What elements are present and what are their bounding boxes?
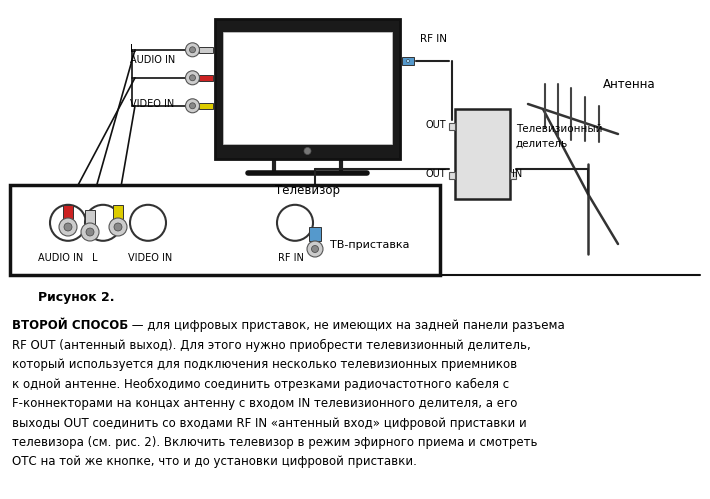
- Circle shape: [190, 103, 195, 109]
- Circle shape: [277, 205, 313, 241]
- Bar: [449, 172, 455, 179]
- Bar: [0, 0, 710, 275]
- Text: — для цифровых приставок, не имеющих на задней панели разъема: — для цифровых приставок, не имеющих на …: [129, 319, 565, 332]
- Circle shape: [114, 223, 122, 231]
- Text: F-коннекторами на концах антенну с входом IN телевизионного делителя, а его: F-коннекторами на концах антенну с входо…: [12, 397, 518, 410]
- Circle shape: [190, 47, 195, 53]
- Circle shape: [81, 223, 99, 241]
- Text: VIDEO IN: VIDEO IN: [128, 253, 173, 263]
- Bar: [402, 57, 414, 65]
- Bar: [63, 205, 73, 219]
- Bar: [309, 227, 321, 241]
- Text: OUT: OUT: [425, 120, 446, 130]
- Text: RF IN: RF IN: [278, 253, 304, 263]
- Text: L: L: [92, 253, 98, 263]
- Text: RF IN: RF IN: [420, 34, 447, 44]
- Circle shape: [190, 75, 195, 81]
- Text: Телевизор: Телевизор: [275, 184, 340, 197]
- Bar: [223, 32, 392, 144]
- Text: телевизора (см. рис. 2). Включить телевизор в режим эфирного приема и смотреть: телевизора (см. рис. 2). Включить телеви…: [12, 436, 537, 449]
- Text: Антенна: Антенна: [603, 77, 655, 90]
- Text: VIDEO IN: VIDEO IN: [130, 99, 174, 109]
- Text: RF OUT (антенный выход). Для этого нужно приобрести телевизионный делитель,: RF OUT (антенный выход). Для этого нужно…: [12, 338, 531, 352]
- Bar: [85, 210, 95, 224]
- Circle shape: [130, 205, 166, 241]
- Bar: [215, 19, 400, 159]
- Bar: [199, 75, 213, 81]
- Bar: [10, 185, 440, 275]
- Circle shape: [64, 223, 72, 231]
- Circle shape: [86, 228, 94, 236]
- Circle shape: [85, 205, 121, 241]
- Circle shape: [185, 99, 200, 113]
- Circle shape: [312, 246, 319, 252]
- Circle shape: [50, 205, 86, 241]
- Text: AUDIO IN: AUDIO IN: [130, 55, 175, 65]
- Bar: [199, 103, 213, 109]
- Text: к одной антенне. Необходимо соединить отрезками радиочастотного кабеля с: к одной антенне. Необходимо соединить от…: [12, 378, 509, 391]
- Text: выходы OUT соединить со входами RF IN «антенный вход» цифровой приставки и: выходы OUT соединить со входами RF IN «а…: [12, 417, 527, 430]
- Text: AUDIO IN: AUDIO IN: [38, 253, 83, 263]
- Text: который используется для подключения несколько телевизионных приемников: который используется для подключения нес…: [12, 358, 517, 371]
- Text: ВТОРОЙ СПОСОБ: ВТОРОЙ СПОСОБ: [12, 319, 129, 332]
- Circle shape: [109, 218, 127, 236]
- Circle shape: [304, 148, 311, 155]
- Text: ТВ-приставка: ТВ-приставка: [330, 240, 410, 250]
- Circle shape: [185, 71, 200, 85]
- Bar: [449, 123, 455, 130]
- Circle shape: [185, 43, 200, 57]
- Text: L: L: [130, 44, 136, 54]
- Text: ОТС на той же кнопке, что и до установки цифровой приставки.: ОТС на той же кнопке, что и до установки…: [12, 456, 417, 469]
- Text: Телевизионный: Телевизионный: [516, 124, 603, 134]
- Bar: [510, 172, 516, 179]
- Text: IN: IN: [512, 169, 523, 179]
- Circle shape: [59, 218, 77, 236]
- Bar: [199, 47, 213, 53]
- Circle shape: [407, 59, 410, 62]
- Circle shape: [307, 241, 323, 257]
- Text: Рисунок 2.: Рисунок 2.: [38, 291, 114, 304]
- Bar: [113, 205, 123, 219]
- Text: делитель: делитель: [516, 138, 568, 148]
- Bar: [455, 109, 510, 199]
- Text: OUT: OUT: [425, 169, 446, 179]
